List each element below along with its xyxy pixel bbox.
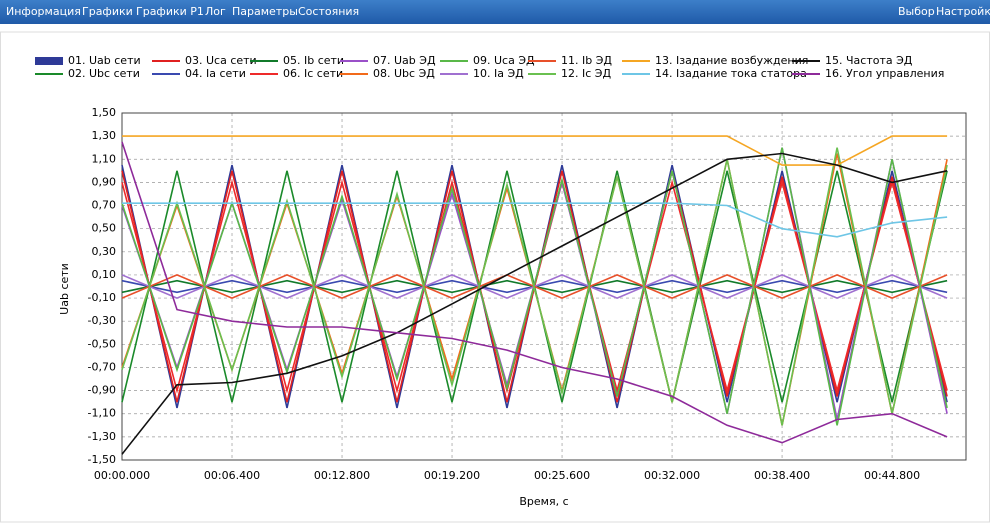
legend-label: 03. Uca сети: [185, 54, 257, 67]
legend-label: 01. Uab сети: [68, 54, 141, 67]
x-tick-label: 00:19.200: [424, 469, 480, 482]
x-tick-label: 00:32.000: [644, 469, 700, 482]
series-line: [122, 202, 948, 238]
plot-frame: [121, 112, 967, 461]
x-tick-label: 00:12.800: [314, 469, 370, 482]
x-tick-label: 00:25.600: [534, 469, 590, 482]
menu-item[interactable]: Параметры: [232, 5, 298, 18]
legend-label: 16. Угол управления: [825, 67, 944, 80]
y-tick-label: 1,30: [92, 129, 117, 142]
legend-label: 06. Ic сети: [283, 67, 343, 80]
y-tick-label: 0,90: [92, 175, 117, 188]
menu-item[interactable]: Информация: [6, 5, 81, 18]
y-tick-label: -0,10: [88, 291, 116, 304]
series-line: [121, 147, 948, 426]
legend-label: 12. Ic ЭД: [561, 67, 611, 80]
legend-label: 08. Ubc ЭД: [373, 67, 435, 80]
menu-item[interactable]: Состояния: [298, 5, 360, 18]
y-tick-label: 0,30: [92, 245, 117, 258]
y-tick-label: 1,10: [92, 152, 117, 165]
x-tick-label: 00:38.400: [754, 469, 810, 482]
menu-item[interactable]: Настройки: [936, 5, 990, 18]
legend-label: 02. Ubc сети: [68, 67, 140, 80]
menu-item[interactable]: Выбор: [898, 5, 935, 18]
y-tick-label: -0,50: [88, 337, 116, 350]
legend-label: 10. Ia ЭД: [473, 67, 524, 80]
y-axis-label: Uab сети: [58, 263, 71, 315]
y-tick-label: -1,30: [88, 430, 116, 443]
y-tick-label: 0,10: [92, 268, 117, 281]
x-axis-label: Время, с: [519, 495, 568, 508]
series-line: [121, 141, 948, 444]
y-tick-label: -0,30: [88, 314, 116, 327]
legend-label: 13. Iзадание возбуждения: [655, 54, 808, 67]
menu-item[interactable]: Графики: [82, 5, 133, 18]
chart: Uab сети Время, с 1,50 1,30 1,10 0,90 0,70 0,…: [0, 31, 990, 523]
legend-label: 05. Ib сети: [283, 54, 344, 67]
y-tick-label: 0,50: [92, 222, 117, 235]
legend-label: 15. Частота ЭД: [825, 54, 913, 67]
y-tick-label: -1,50: [88, 453, 116, 466]
legend-label: 09. Uca ЭД: [473, 54, 535, 67]
legend-label: 04. Ia сети: [185, 67, 246, 80]
legend-swatch: [35, 57, 63, 65]
x-tick-label: 00:06.400: [204, 469, 260, 482]
x-tick-label: 00:44.800: [864, 469, 920, 482]
y-tick-label: 1,50: [92, 106, 117, 119]
menu-item[interactable]: Лог: [205, 5, 226, 18]
y-tick-label: -0,90: [88, 384, 116, 397]
y-tick-label: 0,70: [92, 199, 117, 212]
menu-item[interactable]: Графики P1: [136, 5, 204, 18]
x-tick-label: 00:00.000: [94, 469, 150, 482]
series-line: [121, 152, 948, 455]
y-tick-label: -0,70: [88, 360, 116, 373]
menu-bar: Информация Графики Графики P1 Лог Параме…: [0, 0, 990, 24]
legend-label: 14. Iзадание тока статора: [655, 67, 807, 80]
legend-label: 07. Uab ЭД: [373, 54, 436, 67]
series-line: [122, 135, 948, 166]
y-tick-label: -1,10: [88, 407, 116, 420]
legend-label: 11. Ib ЭД: [561, 54, 612, 67]
chart-frame: [0, 31, 990, 523]
